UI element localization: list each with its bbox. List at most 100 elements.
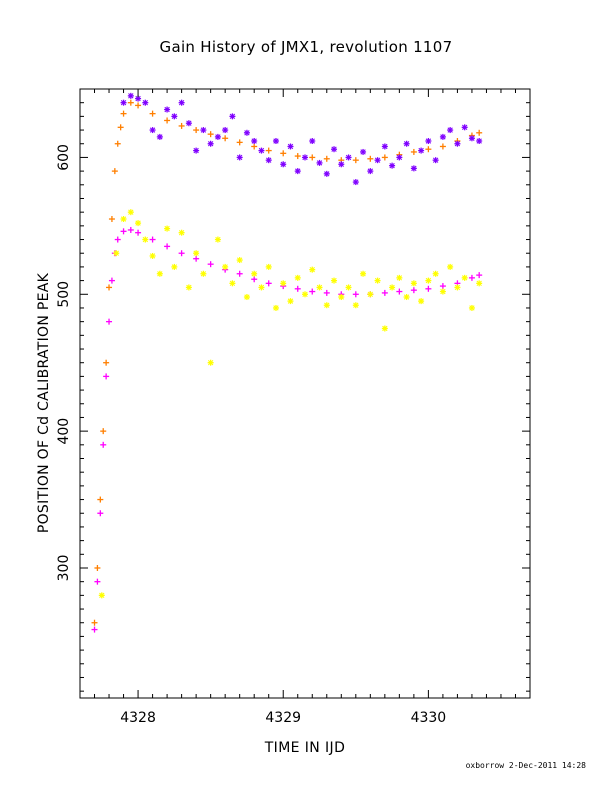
footer-stamp: oxborrow 2-Dec-2011 14:28 xyxy=(465,761,586,770)
data-point xyxy=(302,291,308,298)
data-point xyxy=(280,150,287,157)
data-point xyxy=(97,496,104,503)
data-point xyxy=(345,154,352,161)
data-point xyxy=(352,291,359,298)
data-point xyxy=(178,122,185,129)
data-point xyxy=(214,236,221,243)
y-tick-label: 500 xyxy=(56,281,72,308)
data-point xyxy=(229,280,236,287)
data-point xyxy=(447,127,454,134)
data-point xyxy=(338,161,345,168)
data-point xyxy=(193,250,200,257)
series-2 xyxy=(120,92,483,186)
data-point xyxy=(389,284,396,291)
data-point xyxy=(100,441,107,448)
data-point xyxy=(454,284,461,291)
data-point xyxy=(381,154,388,161)
data-point xyxy=(381,143,388,150)
data-point xyxy=(381,289,388,296)
data-point xyxy=(360,270,367,277)
data-point xyxy=(338,294,345,301)
data-point xyxy=(120,99,127,106)
data-point xyxy=(236,257,243,264)
data-point xyxy=(97,510,104,517)
data-point xyxy=(229,113,236,120)
data-point xyxy=(389,162,396,169)
data-point xyxy=(476,138,483,145)
data-point xyxy=(432,157,439,164)
data-point xyxy=(447,263,454,270)
data-point xyxy=(432,270,439,277)
data-point xyxy=(243,294,250,301)
data-point xyxy=(185,284,192,291)
data-point xyxy=(476,280,483,287)
data-point xyxy=(367,155,374,162)
data-point xyxy=(120,216,127,223)
data-point xyxy=(91,626,98,633)
data-point xyxy=(309,154,316,161)
y-axis-label: POSITION OF Cd CALIBRATION PEAK xyxy=(36,272,52,534)
data-point xyxy=(142,99,149,106)
data-point xyxy=(425,277,432,284)
series-layer xyxy=(91,92,483,633)
data-point xyxy=(374,277,381,284)
data-point xyxy=(178,250,185,257)
data-point xyxy=(207,131,214,138)
data-point xyxy=(164,225,171,232)
y-tick-label: 300 xyxy=(56,555,72,582)
data-point xyxy=(265,147,272,154)
data-point xyxy=(94,564,101,571)
plot-frame xyxy=(79,88,531,699)
data-point xyxy=(100,428,107,435)
data-point xyxy=(106,284,113,291)
data-point xyxy=(396,288,403,295)
data-point xyxy=(454,140,461,147)
data-point xyxy=(127,92,134,99)
data-point xyxy=(280,161,287,168)
data-point xyxy=(323,170,330,177)
data-point xyxy=(309,266,316,273)
data-point xyxy=(135,102,142,109)
data-point xyxy=(331,277,338,284)
data-point xyxy=(352,302,359,309)
data-point xyxy=(345,284,352,291)
data-point xyxy=(425,146,432,153)
data-point xyxy=(103,373,110,380)
data-point xyxy=(207,140,214,147)
data-point xyxy=(193,147,200,154)
data-point xyxy=(251,143,258,150)
data-point xyxy=(272,304,279,311)
data-point xyxy=(251,270,258,277)
data-point xyxy=(207,261,214,268)
data-point xyxy=(352,157,359,164)
data-point xyxy=(178,229,185,236)
data-point xyxy=(367,168,374,175)
series-1 xyxy=(91,226,483,633)
chart-title: Gain History of JMX1, revolution 1107 xyxy=(159,38,453,56)
data-point xyxy=(164,117,171,124)
data-point xyxy=(222,263,229,270)
data-point xyxy=(178,99,185,106)
series-3 xyxy=(98,209,483,599)
data-point xyxy=(149,236,156,243)
data-point xyxy=(396,154,403,161)
data-point xyxy=(127,209,134,216)
data-point xyxy=(111,168,118,175)
data-point xyxy=(410,165,417,172)
data-point xyxy=(142,236,149,243)
x-tick-label: 4330 xyxy=(411,710,447,726)
data-point xyxy=(403,140,410,147)
data-point xyxy=(222,127,229,134)
data-point xyxy=(294,285,301,292)
data-point xyxy=(287,298,294,305)
data-point xyxy=(149,127,156,134)
data-point xyxy=(214,133,221,140)
data-point xyxy=(476,272,483,279)
data-point xyxy=(120,228,127,235)
x-tick-label: 4328 xyxy=(120,710,156,726)
data-point xyxy=(323,289,330,296)
data-point xyxy=(222,135,229,142)
y-tick-label: 600 xyxy=(56,144,72,171)
data-point xyxy=(98,592,105,599)
data-point xyxy=(294,168,301,175)
